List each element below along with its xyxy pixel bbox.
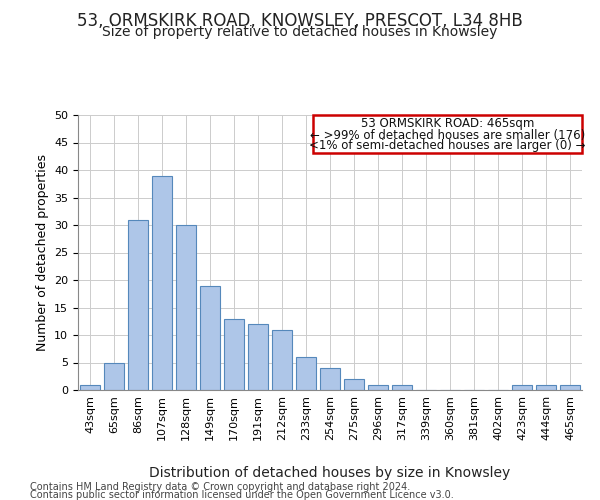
Bar (248, 324, 268, 390)
Bar (104, 362, 124, 390)
Bar (152, 176, 172, 390)
Bar (128, 220, 148, 390)
Text: Contains HM Land Registry data © Crown copyright and database right 2024.: Contains HM Land Registry data © Crown c… (30, 482, 410, 492)
Text: 53, ORMSKIRK ROAD, KNOWSLEY, PRESCOT, L34 8HB: 53, ORMSKIRK ROAD, KNOWSLEY, PRESCOT, L3… (77, 12, 523, 30)
Bar (368, 384, 388, 390)
Text: ← >99% of detached houses are smaller (176): ← >99% of detached houses are smaller (1… (310, 129, 585, 142)
Bar (392, 384, 412, 390)
Bar (272, 330, 292, 390)
Y-axis label: Number of detached properties: Number of detached properties (35, 154, 49, 351)
Text: Distribution of detached houses by size in Knowsley: Distribution of detached houses by size … (149, 466, 511, 479)
Bar (200, 286, 220, 390)
Bar (296, 357, 316, 390)
Bar (224, 318, 244, 390)
Bar (560, 384, 580, 390)
Text: <1% of semi-detached houses are larger (0) →: <1% of semi-detached houses are larger (… (310, 140, 586, 152)
Bar (512, 384, 532, 390)
Bar (536, 384, 556, 390)
Bar (320, 368, 340, 390)
Bar (80, 384, 100, 390)
Text: 53 ORMSKIRK ROAD: 465sqm: 53 ORMSKIRK ROAD: 465sqm (361, 117, 534, 130)
Bar (344, 379, 364, 390)
Text: Size of property relative to detached houses in Knowsley: Size of property relative to detached ho… (103, 25, 497, 39)
Bar (176, 225, 196, 390)
Text: Contains public sector information licensed under the Open Government Licence v3: Contains public sector information licen… (30, 490, 454, 500)
